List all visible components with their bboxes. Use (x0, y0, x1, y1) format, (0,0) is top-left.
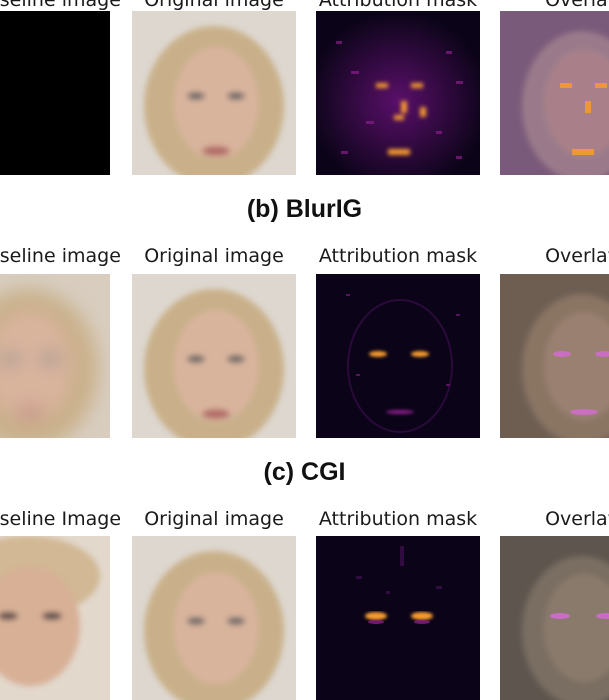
column-label-original-image: Original image (144, 0, 284, 11)
column-label-baseline-image: Baseline Image (0, 508, 122, 530)
overlay-eyes (500, 536, 609, 700)
column-label-overlay: Overlay (545, 508, 609, 530)
original-image-face (132, 536, 296, 700)
section-title-blurig: (b) BlurIG (246, 195, 363, 223)
attribution-mask-eyes (316, 536, 480, 700)
baseline-image-blurred-face (0, 274, 110, 438)
column-label-overlay: Overlay (545, 0, 609, 11)
original-image-face (132, 274, 296, 438)
column-label-original-image: Original image (144, 245, 284, 267)
section-title-cgi: (c) CGI (263, 458, 346, 486)
column-label-attribution-mask: Attribution mask (318, 508, 478, 530)
column-label-baseline-image: Baseline image (0, 245, 121, 267)
column-label-original-image: Original image (144, 508, 284, 530)
original-image-face (132, 11, 296, 175)
baseline-image-black (0, 11, 110, 175)
overlay-dense (500, 11, 609, 175)
column-label-attribution-mask: Attribution mask (318, 0, 478, 11)
column-label-attribution-mask: Attribution mask (318, 245, 478, 267)
column-label-baseline-image: Baseline image (0, 0, 121, 11)
overlay-sparse (500, 274, 609, 438)
column-label-overlay: Overlay (545, 245, 609, 267)
attribution-mask-sparse (316, 274, 480, 438)
attribution-mask-dense (316, 11, 480, 175)
baseline-image-male-face (0, 536, 110, 700)
